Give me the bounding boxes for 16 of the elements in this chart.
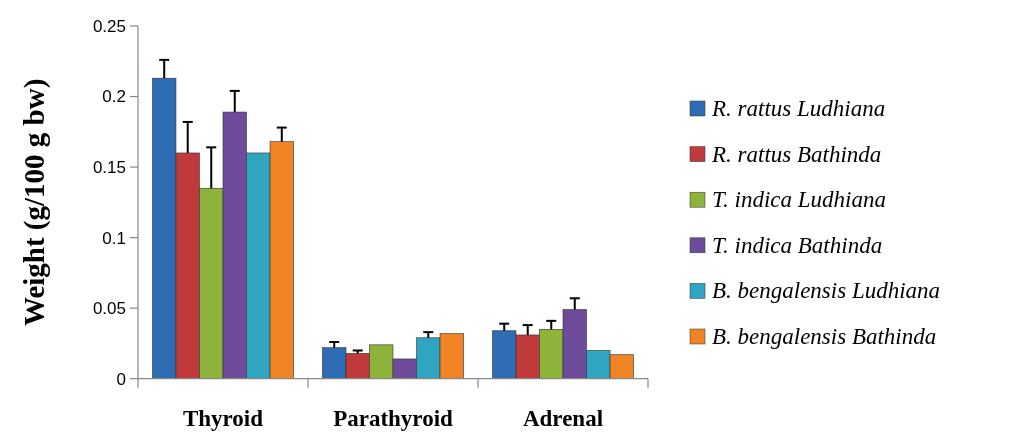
legend-label: T. indica Ludhiana — [712, 187, 887, 213]
legend-label: T. indica Bathinda — [712, 232, 883, 258]
y-tick-label: 0.25 — [92, 16, 126, 36]
legend-label: R. rattus Bathinda — [711, 141, 882, 167]
x-tick-label: Adrenal — [522, 406, 604, 431]
legend-label: B. bengalensis Bathinda — [712, 324, 937, 350]
x-tick-label: Parathyroid — [333, 406, 454, 431]
y-tick-label: 0.1 — [102, 228, 126, 248]
y-tick-label: 0.2 — [102, 87, 126, 107]
legend-label: B. bengalensis Ludhiana — [712, 278, 941, 304]
y-tick-label: 0 — [116, 369, 126, 389]
legend-label: R. rattus Ludhiana — [711, 96, 886, 122]
y-axis-title: Weight (g/100 g bw) — [18, 78, 51, 327]
y-tick-label: 0.05 — [92, 299, 126, 319]
x-tick-label: Thyroid — [182, 406, 264, 431]
y-tick-label: 0.15 — [92, 158, 126, 178]
